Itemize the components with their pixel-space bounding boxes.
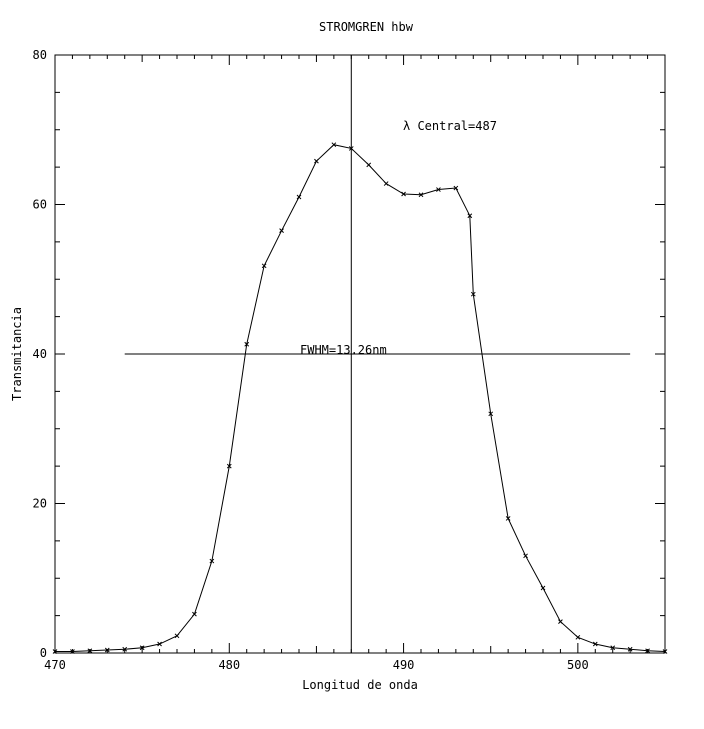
data-point (645, 648, 650, 654)
data-point (348, 146, 354, 151)
x-tick-label: 480 (218, 658, 240, 672)
y-tick-label: 20 (33, 497, 47, 511)
y-tick-label: 80 (33, 48, 47, 62)
data-point (505, 516, 511, 521)
data-point (470, 291, 476, 297)
data-point (52, 649, 58, 654)
data-point (418, 192, 424, 198)
data-point (104, 647, 110, 653)
x-axis-label: Longitud de onda (302, 678, 418, 692)
transmittance-series-line (55, 144, 666, 652)
data-point (610, 645, 616, 651)
fwhm-label: FWHM=13.26nm (300, 343, 387, 357)
data-point (261, 263, 267, 269)
data-point (296, 194, 302, 200)
central-wavelength-label: λ Central=487 (403, 119, 497, 133)
data-point (523, 553, 528, 559)
data-point (70, 649, 75, 654)
y-axis-label: Transmitancia (10, 307, 24, 401)
y-ticks: 0 20 40 60 80 (33, 48, 665, 660)
data-point (122, 646, 128, 652)
x-tick-label: 500 (567, 658, 589, 672)
data-point (467, 213, 473, 219)
data-point (244, 341, 250, 347)
y-tick-label: 0 (40, 646, 47, 660)
data-point (436, 187, 441, 192)
data-point (366, 162, 372, 168)
data-point (157, 641, 162, 647)
x-tick-label: 470 (44, 658, 66, 672)
data-point (662, 649, 668, 654)
data-point (279, 228, 284, 234)
data-point (453, 185, 459, 191)
data-point (314, 158, 319, 164)
data-point (627, 646, 633, 652)
data-point (331, 142, 337, 148)
data-point (592, 641, 598, 647)
data-point (383, 181, 389, 186)
data-point (401, 191, 406, 197)
data-point (488, 411, 494, 417)
chart-title: STROMGREN hbw (319, 20, 414, 34)
data-point (139, 645, 145, 651)
x-ticks: 470 480 490 500 (44, 55, 589, 672)
data-point (558, 619, 563, 624)
data-point (575, 634, 581, 640)
data-point-markers (52, 142, 668, 654)
y-tick-label: 60 (33, 198, 47, 212)
data-point (226, 463, 232, 469)
y-tick-label: 40 (33, 347, 47, 361)
x-tick-label: 490 (393, 658, 415, 672)
data-point (540, 585, 546, 591)
data-point (192, 611, 197, 617)
data-point (209, 558, 215, 564)
data-point (174, 633, 180, 639)
data-point (87, 648, 93, 654)
